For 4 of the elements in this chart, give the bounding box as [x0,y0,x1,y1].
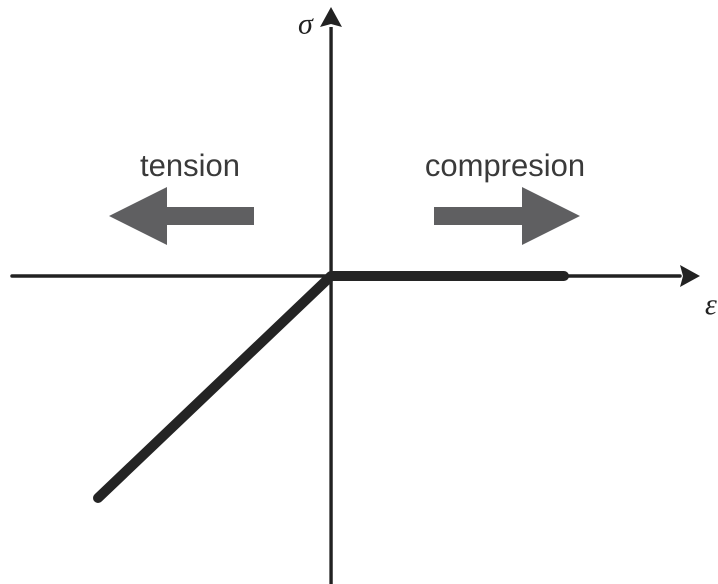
text: σ [298,18,314,34]
x-axis-title: ε [706,300,717,315]
text: tension [140,154,238,176]
text: compresion [426,154,584,182]
